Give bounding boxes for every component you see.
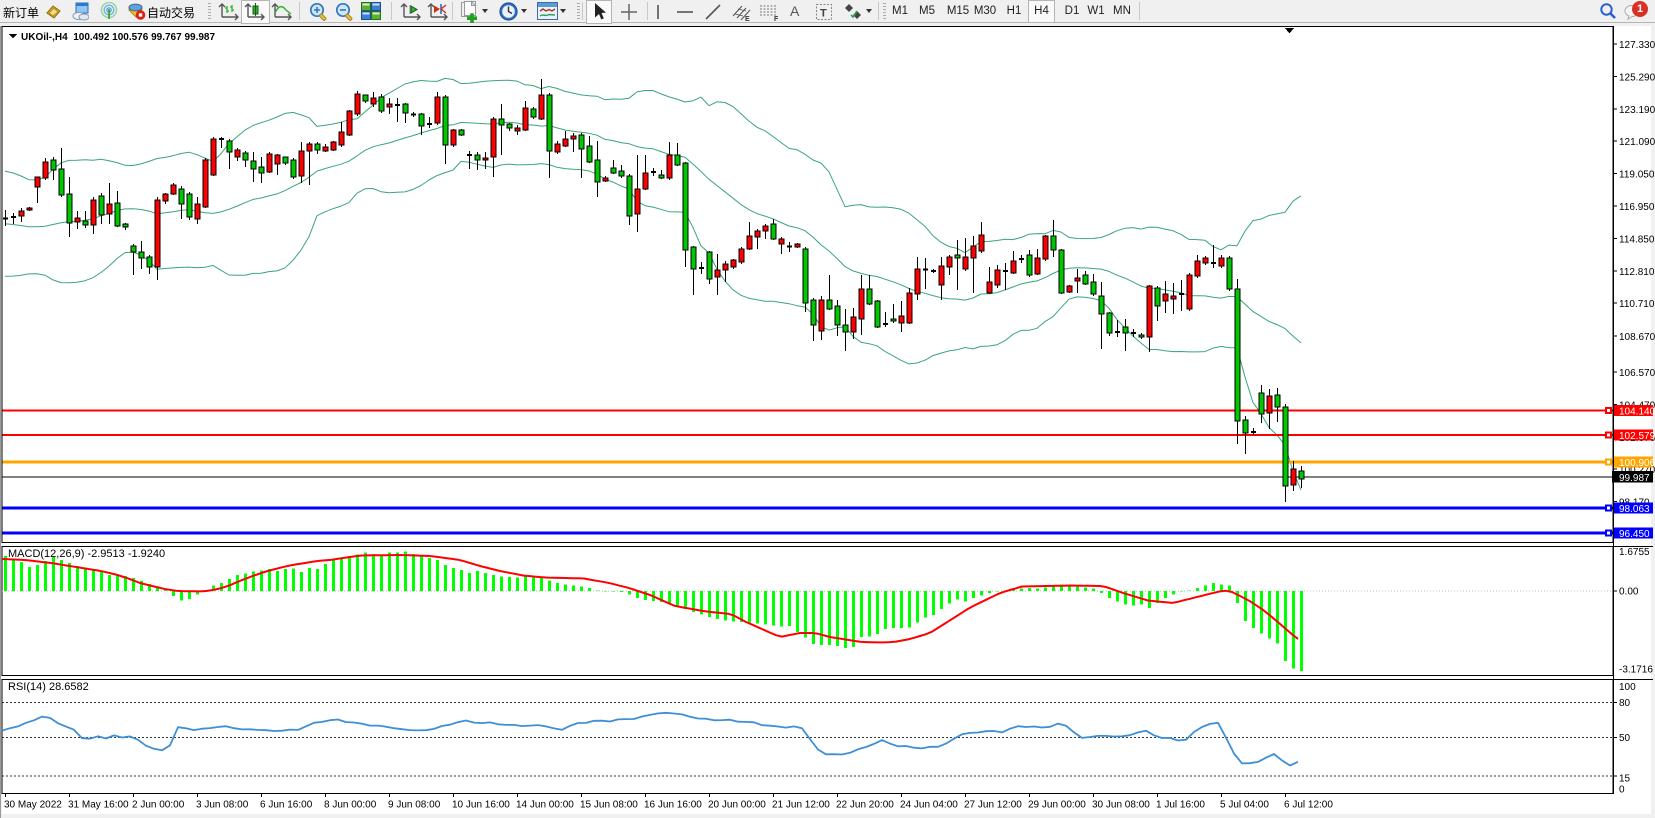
svg-text:0: 0: [1619, 785, 1625, 796]
svg-text:98.063: 98.063: [1619, 504, 1650, 515]
svg-text:108.670: 108.670: [1619, 332, 1655, 343]
svg-text:8 Jun 00:00: 8 Jun 00:00: [324, 800, 377, 811]
svg-text:20 Jun 00:00: 20 Jun 00:00: [708, 800, 766, 811]
svg-text:102.579: 102.579: [1619, 431, 1655, 442]
svg-text:3 Jun 08:00: 3 Jun 08:00: [196, 800, 249, 811]
svg-text:29 Jun 00:00: 29 Jun 00:00: [1028, 800, 1086, 811]
svg-text:110.710: 110.710: [1619, 299, 1655, 310]
svg-text:E: E: [745, 16, 750, 23]
svg-text:96.450: 96.450: [1619, 529, 1650, 540]
svg-text:27 Jun 12:00: 27 Jun 12:00: [964, 800, 1022, 811]
svg-text:1 Jul 16:00: 1 Jul 16:00: [1156, 800, 1205, 811]
svg-text:15: 15: [1619, 774, 1631, 785]
svg-text:100.906: 100.906: [1619, 458, 1655, 469]
svg-text:22 Jun 20:00: 22 Jun 20:00: [836, 800, 894, 811]
svg-text:UKOil-,H4 100.492 100.576 99.: UKOil-,H4 100.492 100.576 99.767 99.987: [21, 32, 215, 43]
svg-text:100.270: 100.270: [1619, 465, 1655, 476]
svg-text:15 Jun 08:00: 15 Jun 08:00: [580, 800, 638, 811]
svg-text:21 Jun 12:00: 21 Jun 12:00: [772, 800, 830, 811]
svg-text:100: 100: [1619, 682, 1636, 693]
svg-text:MACD(12,26,9) -2.9513 -1.9240: MACD(12,26,9) -2.9513 -1.9240: [8, 548, 165, 560]
svg-text:14 Jun 00:00: 14 Jun 00:00: [516, 800, 574, 811]
svg-text:125.290: 125.290: [1619, 73, 1655, 84]
svg-text:106.570: 106.570: [1619, 368, 1655, 379]
svg-text:1.6755: 1.6755: [1619, 547, 1650, 558]
svg-text:112.810: 112.810: [1619, 267, 1655, 278]
svg-text:104.140: 104.140: [1619, 407, 1655, 418]
svg-text:31 May 16:00: 31 May 16:00: [68, 800, 129, 811]
svg-text:16 Jun 16:00: 16 Jun 16:00: [644, 800, 702, 811]
svg-text:116.950: 116.950: [1619, 202, 1655, 213]
svg-text:50: 50: [1619, 733, 1631, 744]
svg-text:30 Jun 08:00: 30 Jun 08:00: [1092, 800, 1150, 811]
svg-text:T: T: [820, 8, 827, 20]
svg-text:6 Jul 12:00: 6 Jul 12:00: [1284, 800, 1333, 811]
svg-text:RSI(14) 28.6582: RSI(14) 28.6582: [8, 681, 89, 693]
svg-text:5 Jul 04:00: 5 Jul 04:00: [1220, 800, 1269, 811]
svg-text:2 Jun 00:00: 2 Jun 00:00: [132, 800, 185, 811]
svg-text:99.987: 99.987: [1619, 473, 1650, 484]
svg-text:80: 80: [1619, 698, 1631, 709]
svg-text:F: F: [774, 16, 779, 23]
svg-text:-3.1716: -3.1716: [1619, 665, 1653, 676]
svg-text:114.850: 114.850: [1619, 234, 1655, 245]
svg-text:119.050: 119.050: [1619, 169, 1655, 180]
svg-text:10 Jun 16:00: 10 Jun 16:00: [452, 800, 510, 811]
svg-text:30 May 2022: 30 May 2022: [4, 800, 62, 811]
svg-text:6 Jun 16:00: 6 Jun 16:00: [260, 800, 313, 811]
svg-text:123.190: 123.190: [1619, 105, 1655, 116]
svg-text:121.090: 121.090: [1619, 137, 1655, 148]
svg-text:0.00: 0.00: [1619, 587, 1639, 598]
svg-text:24 Jun 04:00: 24 Jun 04:00: [900, 800, 958, 811]
svg-text:127.330: 127.330: [1619, 40, 1655, 51]
svg-text:9 Jun 08:00: 9 Jun 08:00: [388, 800, 441, 811]
